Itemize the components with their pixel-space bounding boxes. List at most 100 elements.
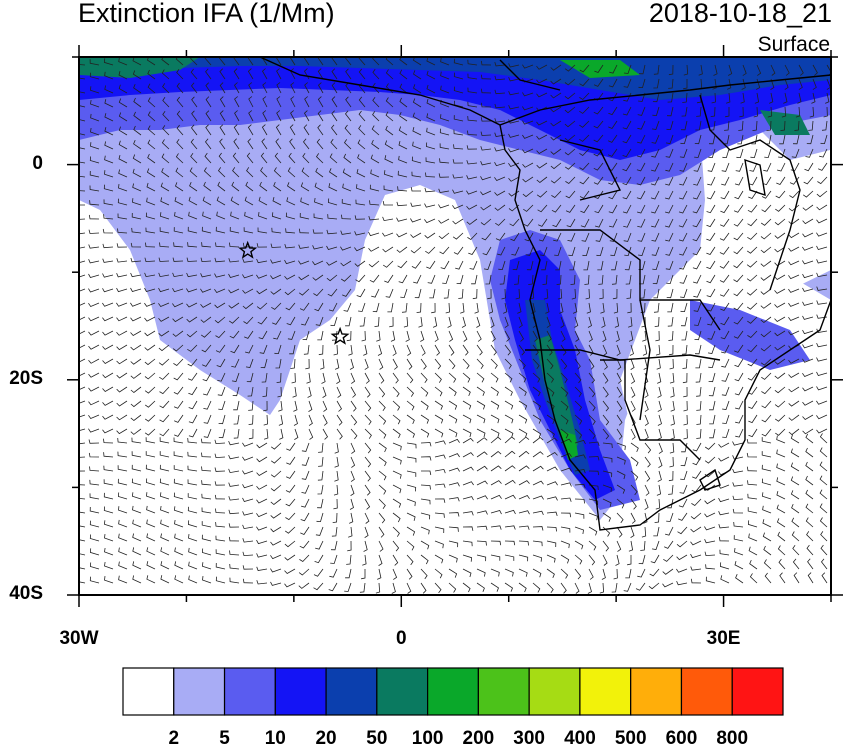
wind-barb [145,242,156,248]
wind-barb [160,547,170,556]
wind-barb [316,138,324,150]
wind-barb [292,386,297,398]
wind-barb [626,288,632,299]
wind-barb [734,190,744,200]
wind-barb [79,316,86,321]
wind-barb [270,456,282,464]
wind-barb [340,260,352,267]
wind-barb [802,301,814,306]
wind-barb [439,128,450,136]
wind-barb [616,540,622,552]
wind-barb [300,197,310,206]
wind-barb [692,246,702,256]
wind-barb [734,358,744,368]
wind-barb [532,495,544,500]
wind-barb [734,344,744,353]
wind-barb [601,316,606,328]
wind-barb [542,274,548,285]
wind-barb [476,437,488,444]
wind-barb [532,540,543,547]
wind-barb [490,414,500,424]
wind-barb [630,470,639,481]
wind-barb [536,190,548,198]
wind-barb [201,344,212,353]
wind-barb [652,92,660,103]
wind-barb [476,540,487,546]
wind-barb [406,484,417,492]
wind-barb [776,463,786,472]
wind-barb [146,492,156,500]
wind-barb [698,64,703,76]
wind-barb [733,535,744,542]
wind-barb [89,534,100,542]
wind-barb [160,561,170,570]
wind-barb [130,428,142,435]
wind-barb [439,158,450,164]
wind-barb [341,214,352,220]
wind-barb [669,372,675,384]
wind-barb [130,400,142,408]
wind-barb [440,71,450,80]
wind-barb [670,386,675,398]
wind-barb [680,288,688,298]
wind-barb [159,492,170,500]
wind-barb [298,582,310,589]
wind-barb [476,525,488,531]
wind-barb [442,274,450,284]
wind-barb [504,330,511,342]
wind-barb [273,167,282,178]
wind-barb [802,386,814,392]
wind-barb [448,497,460,502]
wind-barb [392,498,402,508]
wind-barb [398,126,408,136]
wind-barb [314,302,324,312]
wind-barb [317,498,324,509]
wind-barb [740,92,745,104]
wind-barb [733,316,744,325]
wind-barb [662,568,674,575]
wind-barb [345,96,352,108]
wind-barb [466,190,478,195]
station-markers [238,240,350,345]
wind-barb [288,152,296,164]
wind-barb [657,414,662,426]
wind-barb [522,106,534,111]
wind-barb [760,232,772,240]
wind-barb [721,372,730,382]
colorbar-swatch [528,667,581,716]
wind-barb [217,167,226,178]
wind-barb [546,481,558,486]
wind-barb [130,386,142,394]
wind-barb [364,414,372,426]
wind-barb [79,484,86,486]
wind-barb [762,532,772,542]
wind-barb [397,260,408,269]
wind-barb [453,72,464,80]
wind-barb [188,428,198,438]
wind-barb [233,414,240,425]
wind-barb [779,572,786,584]
wind-barb [462,330,468,342]
wind-barb [448,330,454,342]
wind-barb [392,456,402,465]
wind-barb [375,582,381,594]
wind-barb [161,153,170,164]
wind-barb [256,258,268,264]
colorbar-swatch [274,667,327,716]
wind-barb [372,82,380,94]
wind-barb [89,562,100,570]
wind-barb [777,162,786,172]
wind-barb [399,97,408,108]
wind-barb [145,464,156,472]
wind-barb [276,96,282,108]
wind-barb [387,302,394,313]
wind-barb [616,386,623,398]
wind-barb [336,386,342,398]
wind-barb [371,125,380,136]
wind-barb [747,344,758,353]
wind-barb [228,468,240,474]
wind-barb [707,176,716,186]
wind-barb [261,68,268,80]
wind-barb [747,218,758,227]
wind-barb [146,182,156,192]
